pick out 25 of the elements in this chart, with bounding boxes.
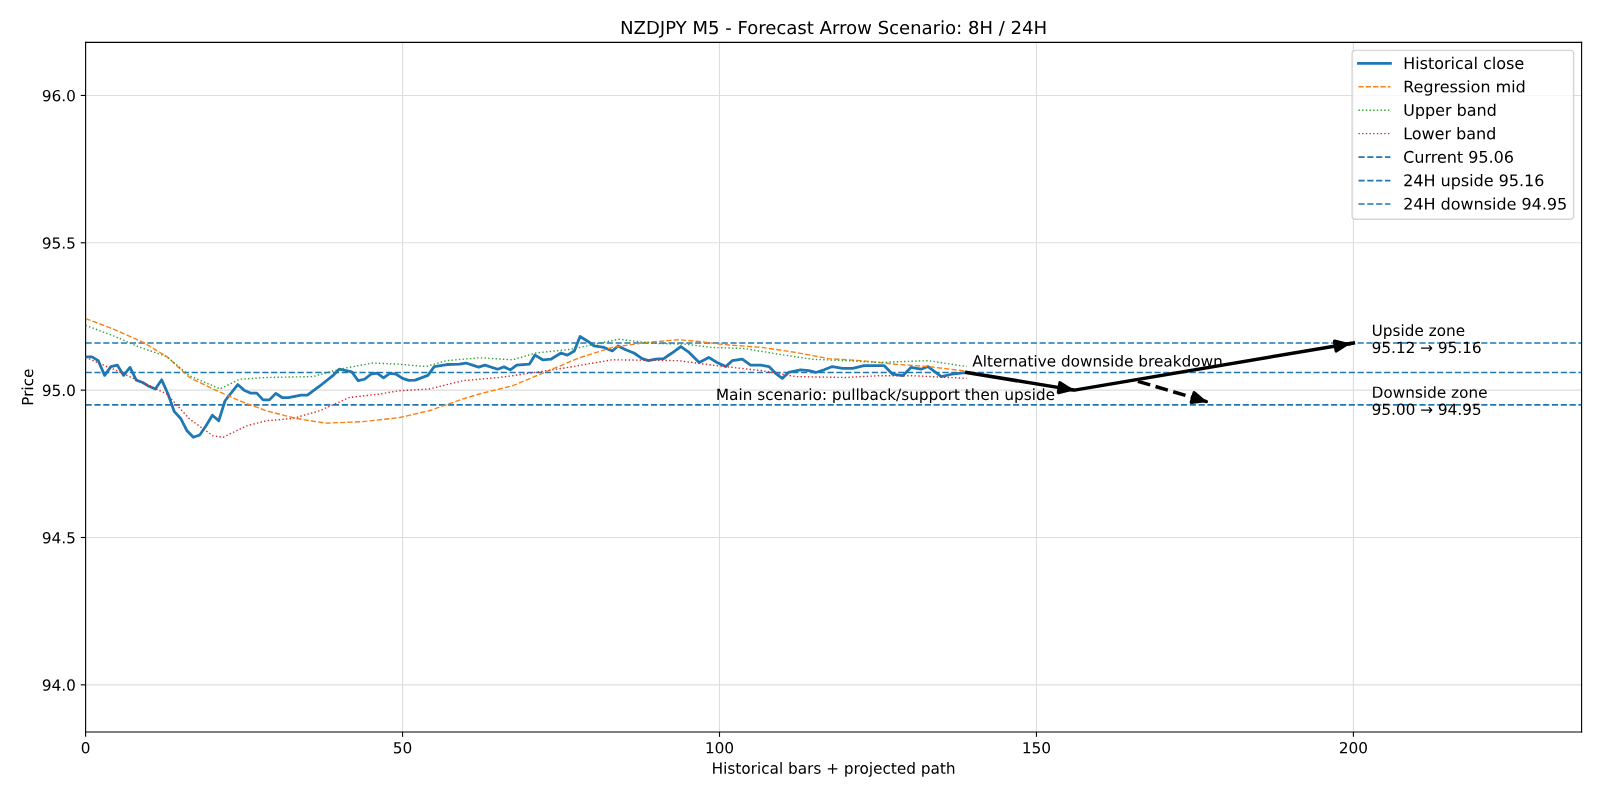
y-tick-label: 96.0 [42,89,75,102]
annotation: Upside zone 95.12 → 95.16 [1372,324,1481,354]
legend-label: Regression mid [1404,80,1525,96]
y-tick-label: 94.5 [42,531,75,544]
legend-label: 24H upside 95.16 [1404,174,1544,190]
x-tick-label: 0 [81,741,90,754]
x-tick-label: 150 [1023,741,1051,754]
annotation: Downside zone 95.00 → 94.95 [1372,386,1487,416]
legend-label: Current 95.06 [1404,150,1513,163]
y-axis-title: Price [21,369,34,405]
y-tick-label: 94.0 [42,679,75,691]
legend-label: Lower band [1404,127,1495,140]
chart-title: NZDJPY M5 - Forecast Arrow Scenario: 8H / 24H [621,20,1046,38]
legend-label: 24H downside 94.95 [1404,197,1566,210]
legend-label: Upper band [1404,103,1496,120]
x-tick-label: 200 [1339,741,1367,754]
x-axis-title: Historical bars + projected path [713,762,955,777]
x-tick-label: 100 [706,741,734,754]
line-series [85,324,968,390]
annotation: Alternative downside breakdown [972,354,1222,367]
legend-label: Historical close [1404,56,1524,70]
annotation: Main scenario: pullback/support then upside [717,388,1055,404]
x-tick-label: 50 [394,741,412,754]
y-tick-label: 95.5 [42,237,75,249]
y-tick-label: 95.0 [42,384,75,397]
